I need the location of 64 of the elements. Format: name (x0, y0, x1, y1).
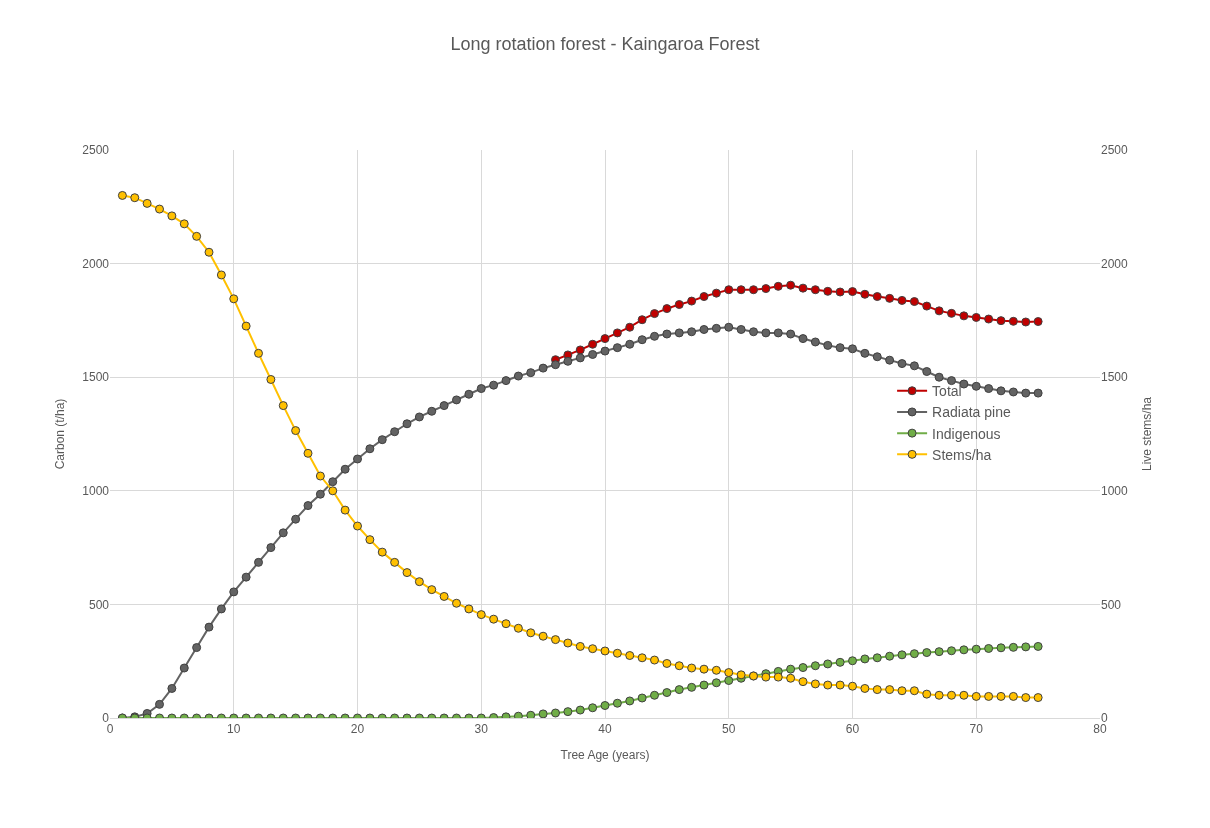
x-axis-title: Tree Age (years) (560, 748, 650, 763)
point (724, 285, 734, 295)
point (823, 286, 833, 296)
point (860, 289, 870, 299)
y2-tick-label: 500 (1101, 597, 1122, 612)
point (588, 339, 598, 349)
point (786, 280, 796, 290)
legend-label: Radiata pine (932, 404, 1011, 421)
point (637, 315, 647, 325)
point (922, 301, 932, 311)
y-tick-label: 1000 (82, 484, 110, 498)
chart-title: Long rotation forest - Kaingaroa Forest (450, 33, 760, 54)
x-tick-label: 60 (845, 722, 860, 737)
point (761, 284, 771, 294)
point (1021, 317, 1031, 327)
x-tick-label: 20 (350, 722, 365, 737)
point (600, 334, 610, 344)
legend-label: Total (932, 383, 962, 400)
point (674, 300, 684, 309)
point (984, 314, 994, 324)
point (662, 304, 672, 314)
y2-tick-label: 2000 (1101, 256, 1129, 271)
point (575, 345, 585, 355)
y-tick-label: 1500 (82, 370, 110, 385)
point (934, 306, 944, 316)
point (699, 292, 709, 302)
point (959, 311, 969, 321)
y-tick-label: 2000 (82, 256, 110, 271)
point (971, 312, 981, 322)
point (749, 285, 758, 295)
point (711, 288, 721, 298)
point (835, 287, 845, 297)
point (947, 308, 956, 318)
point (996, 316, 1006, 326)
point (897, 295, 907, 305)
point (885, 293, 895, 303)
point (650, 309, 659, 319)
point (612, 328, 622, 338)
y2-tick-label: 1000 (1101, 484, 1129, 498)
point (687, 296, 697, 306)
x-tick-label: 70 (969, 722, 984, 737)
point (736, 285, 746, 295)
y2-axis-title: Live stems/ha (1139, 396, 1154, 472)
point (1033, 317, 1043, 327)
point (909, 297, 919, 307)
x-tick-label: 50 (722, 722, 736, 737)
y2-tick-label: 1500 (1101, 370, 1129, 385)
y2-tick-label: 2500 (1101, 143, 1129, 158)
point (773, 281, 783, 291)
point (625, 322, 635, 332)
x-tick-label: 10 (227, 722, 241, 737)
y-axis-title: Carbon (t/ha) (52, 398, 67, 470)
x-tick-label: 30 (474, 722, 489, 737)
point (810, 285, 820, 295)
point (798, 283, 808, 293)
legend-label: Indigenous (932, 425, 1001, 442)
x-tick-label: 80 (1093, 722, 1107, 737)
point (872, 292, 882, 302)
legend-label: Stems/ha (932, 446, 992, 463)
point (848, 287, 857, 297)
y-tick-label: 2500 (82, 143, 110, 158)
y-tick-label: 500 (88, 597, 110, 612)
point (1008, 316, 1018, 326)
x-tick-label: 40 (598, 722, 612, 737)
